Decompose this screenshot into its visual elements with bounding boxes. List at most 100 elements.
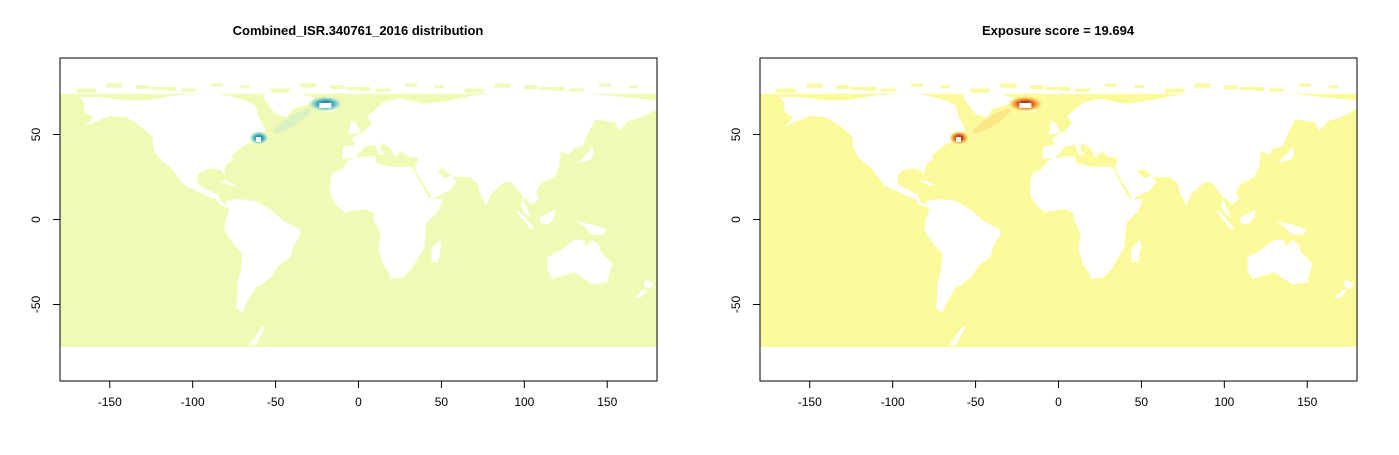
hotspot-land-gap [1019, 102, 1032, 108]
arctic-raster-cell [1239, 86, 1258, 90]
arctic-raster-cell [851, 86, 870, 90]
x-tick-label: 50 [1135, 395, 1149, 409]
arctic-raster-cell [836, 85, 850, 90]
land-sumatra [516, 211, 535, 230]
x-tick-label: -50 [967, 395, 985, 409]
land-north-america [79, 93, 266, 208]
y-tick-label: -50 [729, 296, 743, 314]
arctic-raster-cell [76, 88, 96, 93]
arctic-raster-cell [151, 86, 170, 90]
x-tick-label: 0 [355, 395, 362, 409]
x-tick-label: 100 [514, 395, 534, 409]
panel-title: Exposure score = 19.694 [982, 23, 1135, 38]
arctic-raster-cell [494, 83, 511, 88]
arctic-raster-cell [569, 88, 585, 92]
arctic-raster-cell [776, 88, 796, 93]
x-tick-label: -150 [798, 395, 822, 409]
arctic-raster-cell [1328, 85, 1338, 89]
arctic-raster-cell [539, 86, 558, 90]
land-new-zealand-s [1333, 289, 1347, 298]
hotspot-trail [973, 108, 1012, 134]
hotspot-land-gap [956, 136, 961, 142]
arctic-raster-cell [136, 85, 150, 90]
land-north-america [779, 93, 966, 208]
arctic-raster-cell [1269, 88, 1285, 92]
land-antarctic-tip [949, 326, 966, 346]
arctic-raster-cell [970, 88, 990, 93]
y-tick-label: 0 [29, 216, 43, 223]
arctic-raster-cell [1000, 83, 1017, 88]
land-britain [348, 120, 361, 135]
land-new-zealand-n [1343, 279, 1354, 290]
x-tick-label: -100 [181, 395, 205, 409]
land-new-zealand-s [633, 289, 647, 298]
arctic-raster-cell [1164, 88, 1184, 93]
hotspot-land-gap [319, 102, 332, 108]
map-panel-distribution: Combined_ISR.340761_2016 distribution -1… [29, 23, 658, 409]
x-tick-label: 50 [435, 395, 449, 409]
land-japan [1275, 146, 1294, 164]
land-baffin-island [225, 95, 256, 113]
land-cuba [917, 180, 936, 186]
arctic-raster-cell [434, 85, 444, 89]
hotspot-land-gap [256, 136, 261, 142]
arctic-raster-cell [806, 83, 823, 88]
map-plot-area: -150 -100 -50 0 50 100 150 50 0 -50 [29, 57, 658, 409]
arctic-raster-cell [464, 88, 484, 93]
arctic-raster-cell [598, 83, 611, 87]
land-south-america [224, 199, 301, 313]
arctic-raster-cell [166, 86, 177, 91]
land-africa [330, 156, 444, 279]
hotspot-trail [273, 108, 312, 134]
land-greenland [962, 93, 1022, 118]
land-australia [1247, 239, 1313, 285]
arctic-raster-cell [524, 85, 538, 90]
exposure-map-svg: Exposure score = 19.694 -150 -100 -50 0 50 10… [729, 23, 1358, 409]
land-cuba [217, 180, 236, 186]
arctic-raster-cell [881, 88, 897, 92]
y-tick-label: 0 [729, 216, 743, 223]
arctic-raster-cell [1134, 85, 1144, 89]
x-tick-label: -50 [267, 395, 285, 409]
arctic-raster-cell [360, 86, 371, 91]
y-tick-label: 50 [729, 128, 743, 142]
land-sumatra [1216, 211, 1235, 230]
arctic-raster-cell [1254, 86, 1265, 91]
arctic-raster-cell [210, 83, 223, 87]
land-eurasia [1041, 93, 1357, 218]
land-britain [1048, 120, 1061, 135]
arctic-raster-cell [940, 85, 950, 89]
arctic-raster-cell [181, 88, 197, 92]
land-new-zealand-n [643, 279, 654, 290]
x-tick-label: -150 [98, 395, 122, 409]
land-borneo [539, 209, 556, 225]
x-tick-label: 150 [597, 395, 617, 409]
arctic-raster-cell [1298, 83, 1311, 87]
arctic-raster-cell [910, 83, 923, 87]
arctic-raster-cell [330, 85, 344, 90]
x-tick-label: 100 [1214, 395, 1234, 409]
x-tick-label: -100 [881, 395, 905, 409]
map-panel-exposure: Exposure score = 19.694 -150 -100 -50 0 50 10… [700, 0, 1399, 455]
land-new-guinea [1275, 221, 1308, 235]
y-tick-label: 50 [29, 128, 43, 142]
land-eurasia [341, 93, 657, 218]
land-japan [575, 146, 594, 164]
land-south-america [924, 199, 1001, 313]
arctic-raster-cell [554, 86, 565, 91]
arctic-raster-cell [866, 86, 877, 91]
arctic-raster-cell [375, 88, 391, 92]
land-africa [1030, 156, 1144, 279]
arctic-raster-cell [1045, 86, 1064, 90]
y-tick-label: -50 [29, 296, 43, 314]
distribution-map-svg: Combined_ISR.340761_2016 distribution -1… [29, 23, 658, 409]
arctic-raster-cell [1104, 83, 1117, 87]
panel-title: Combined_ISR.340761_2016 distribution [233, 23, 484, 38]
arctic-raster-cell [300, 83, 317, 88]
land-antarctic-tip [249, 326, 266, 346]
arctic-raster-cell [106, 83, 123, 88]
land-borneo [1239, 209, 1256, 225]
land-madagascar [1131, 239, 1142, 262]
arctic-raster-cell [1224, 85, 1238, 90]
map-plot-area: -150 -100 -50 0 50 100 150 50 0 -50 [729, 57, 1358, 409]
